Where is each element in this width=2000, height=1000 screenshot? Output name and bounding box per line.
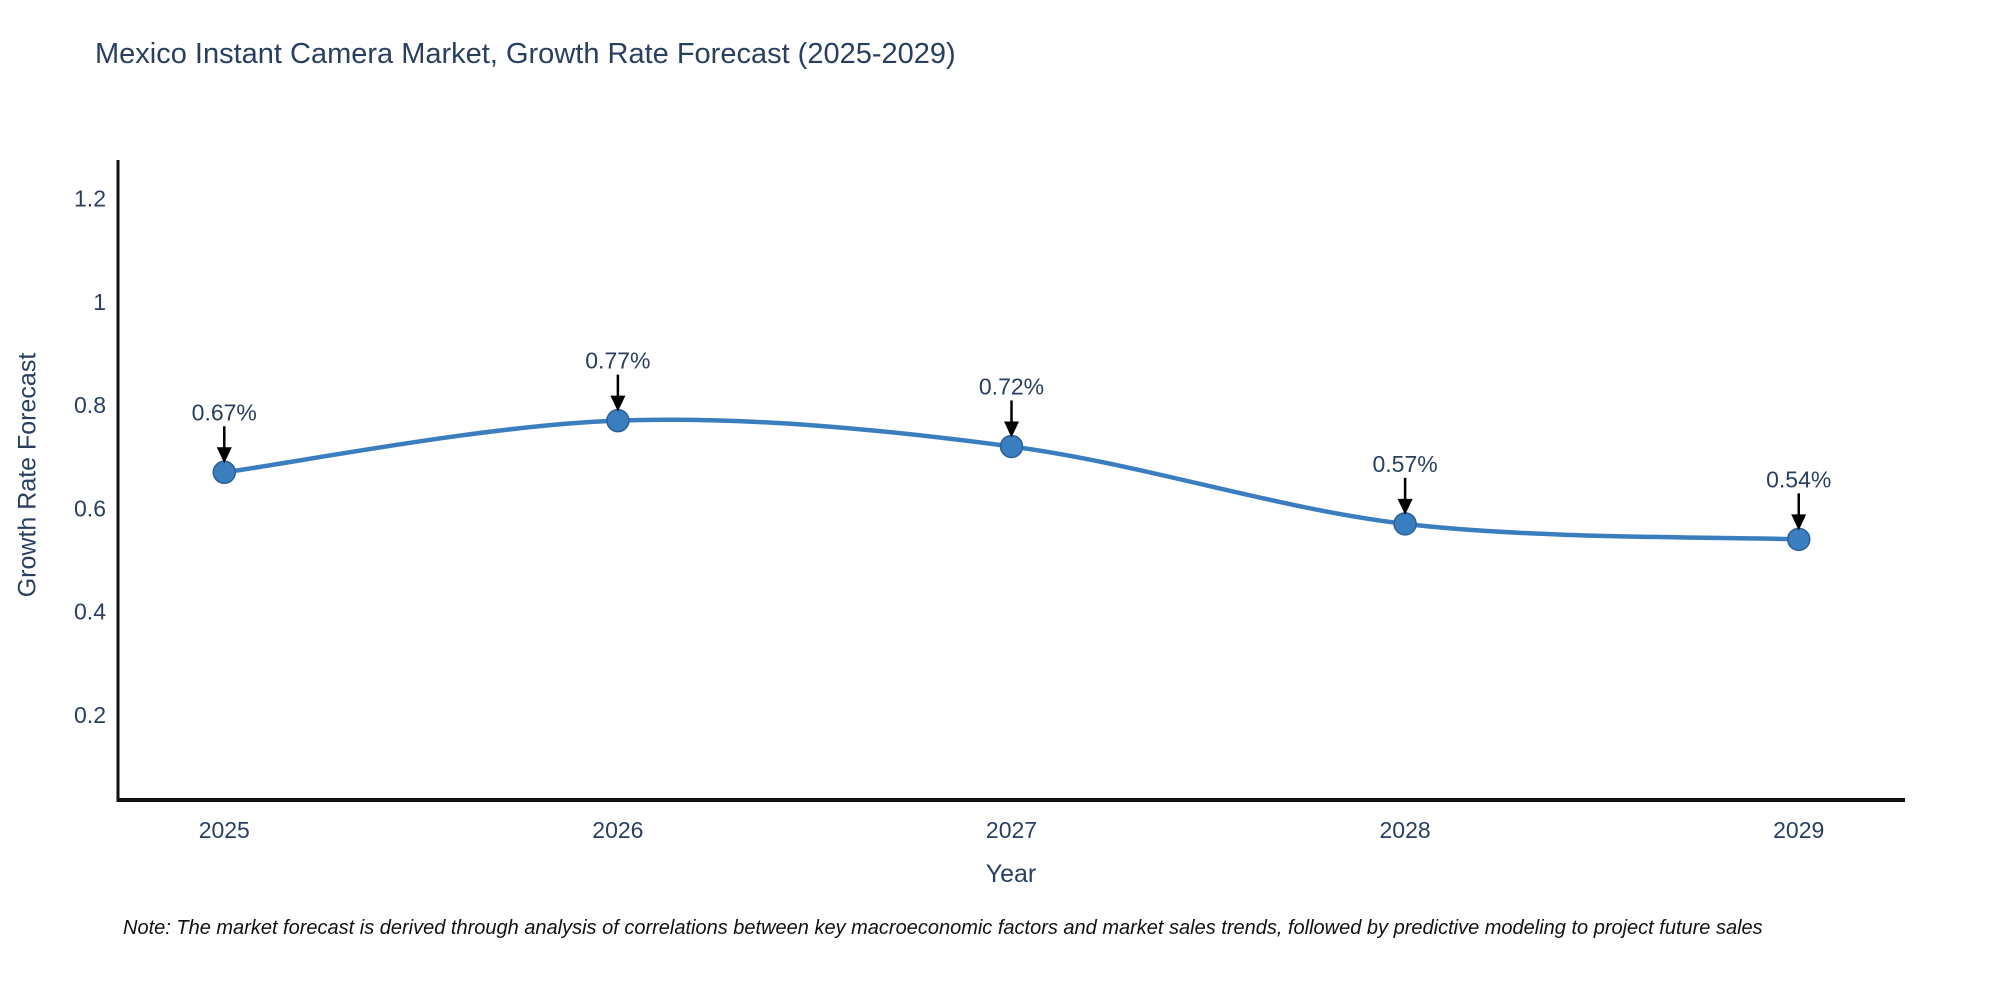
x-tick-label: 2027	[986, 817, 1037, 843]
y-tick-label: 0.6	[74, 495, 106, 521]
x-tick-label: 2029	[1773, 817, 1824, 843]
data-point-marker	[606, 408, 630, 433]
x-tick-label: 2025	[199, 817, 250, 843]
y-tick-label: 0.8	[74, 392, 106, 418]
x-tick-label: 2026	[592, 817, 643, 843]
data-point-value-label: 0.72%	[979, 373, 1044, 399]
data-point-value-label: 0.57%	[1373, 451, 1438, 477]
annotation-arrowhead-icon	[1791, 514, 1807, 531]
data-point-value-label: 0.54%	[1766, 466, 1831, 492]
data-point-marker	[1393, 512, 1417, 536]
data-point-marker	[1786, 527, 1811, 552]
annotation-arrowhead-icon	[1004, 421, 1019, 438]
annotation-arrowhead-icon	[610, 395, 626, 412]
y-tick-label: 1.2	[74, 186, 106, 212]
x-tick-label: 2028	[1380, 817, 1431, 843]
data-point-value-label: 0.77%	[585, 348, 650, 374]
x-axis-title: Year	[985, 860, 1037, 888]
y-tick-label: 1	[93, 289, 106, 315]
data-point-marker	[212, 460, 237, 485]
annotation-arrowhead-icon	[216, 447, 232, 464]
data-point-marker	[999, 434, 1024, 459]
y-tick-label: 0.2	[74, 702, 106, 728]
footnote: Note: The market forecast is derived thr…	[123, 917, 1763, 939]
data-point-value-label: 0.67%	[192, 399, 257, 425]
y-tick-label: 0.4	[74, 599, 106, 625]
chart-title: Mexico Instant Camera Market, Growth Rat…	[95, 38, 956, 70]
annotation-arrowhead-icon	[1397, 498, 1413, 515]
